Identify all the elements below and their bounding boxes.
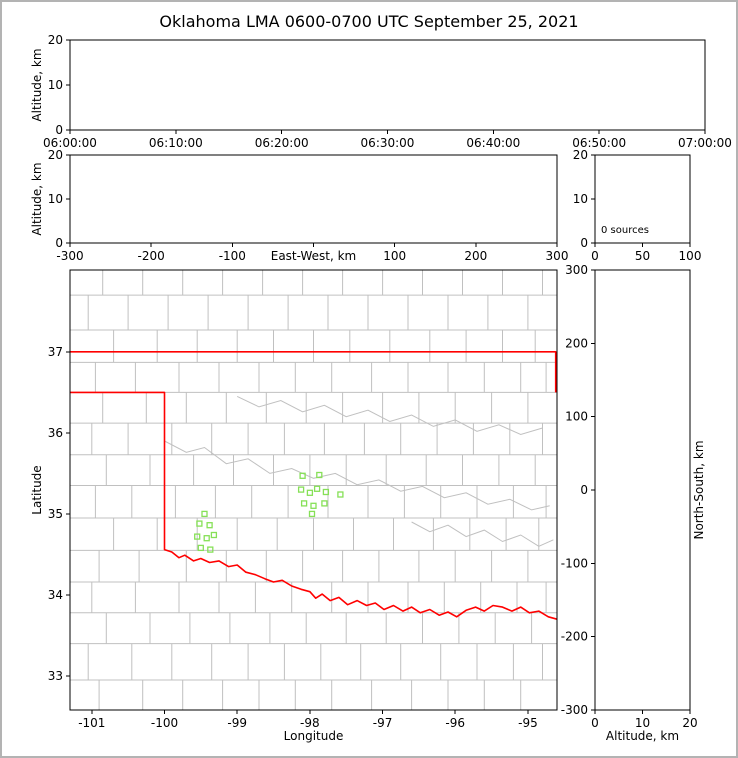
- station-marker: [322, 488, 330, 496]
- tick-label: 20: [682, 716, 697, 730]
- station-marker: [201, 510, 208, 518]
- station-marker: [206, 522, 213, 529]
- time-height-panel: 06:00:00 06:10:00 06:20:00 06:30:00 06:40:00…: [30, 33, 732, 150]
- tick-label: 0: [591, 716, 599, 730]
- tick-label: 0: [55, 236, 63, 250]
- station-marker: [300, 500, 308, 507]
- lma-station-markers: [194, 471, 344, 553]
- tick-label: 07:00:00: [678, 136, 732, 150]
- station-marker: [299, 472, 306, 479]
- tick-label: -300: [561, 703, 588, 717]
- state-border-line: [70, 391, 558, 620]
- tick-label: 20: [48, 33, 63, 47]
- station-marker: [313, 485, 321, 492]
- tick-label: -100: [219, 249, 246, 263]
- tick-label: -100: [561, 556, 588, 570]
- tick-label: 34: [48, 588, 63, 602]
- northsouth-height-panel: 0 10 20 300 200 100 0 -100 -200 -300 Altitude, km N…: [561, 263, 706, 743]
- station-marker: [197, 544, 204, 552]
- state-border-line: [70, 350, 557, 393]
- tick-label: 06:50:00: [572, 136, 626, 150]
- tick-label: 0: [580, 483, 588, 497]
- time-height-ylabel: Altitude, km: [30, 48, 44, 121]
- axes-frame: [69, 269, 558, 711]
- tick-label: 10: [48, 192, 63, 206]
- tick-label: 300: [546, 249, 569, 263]
- station-marker: [297, 486, 305, 493]
- map-panel: -101 -100 -99 -98 -97 -96 -95 33 34 35 36 37 Longitu…: [30, 269, 558, 743]
- map-ylabel: Latitude: [30, 465, 44, 514]
- tick-label: 300: [565, 263, 588, 277]
- state-border-lines: [70, 350, 558, 620]
- axes-frame: [69, 39, 706, 131]
- map-xlabel: Longitude: [284, 729, 344, 743]
- tick-label: 200: [464, 249, 487, 263]
- tick-label: -101: [78, 716, 105, 730]
- tick-label: 100: [383, 249, 406, 263]
- tick-label: 0: [591, 249, 599, 263]
- ns-ylabel: North-South, km: [692, 440, 706, 539]
- tick-label: 20: [573, 148, 588, 162]
- station-marker: [196, 520, 203, 527]
- tick-label: 10: [573, 192, 588, 206]
- station-marker: [207, 546, 214, 553]
- tick-label: -97: [373, 716, 393, 730]
- tick-label: 06:30:00: [361, 136, 415, 150]
- tick-label: 0: [55, 123, 63, 137]
- tick-label: 100: [565, 410, 588, 424]
- station-marker: [308, 510, 316, 518]
- tick-label: -300: [56, 249, 83, 263]
- tick-label: 06:00:00: [43, 136, 97, 150]
- river-boundaries: [164, 395, 554, 547]
- tick-label: 06:40:00: [466, 136, 520, 150]
- altitude-histogram-panel: 0 50 100 0 10 20 0 sources: [573, 148, 702, 263]
- sources-count-label: 0 sources: [601, 225, 649, 236]
- station-marker: [321, 500, 328, 507]
- tick-label: -200: [138, 249, 165, 263]
- tick-label: 100: [679, 249, 702, 263]
- tick-label: -96: [445, 716, 465, 730]
- station-marker: [316, 471, 323, 479]
- tick-label: 33: [48, 669, 63, 683]
- figure-title: Oklahoma LMA 0600-0700 UTC September 25,…: [159, 12, 579, 31]
- eastwest-ylabel: Altitude, km: [30, 162, 44, 235]
- axes-frame: [594, 269, 691, 711]
- tick-label: 50: [635, 249, 650, 263]
- ns-xlabel: Altitude, km: [606, 729, 679, 743]
- station-marker: [337, 491, 344, 498]
- tick-label: 36: [48, 426, 63, 440]
- tick-label: 0: [580, 236, 588, 250]
- tick-label: 10: [635, 716, 650, 730]
- tick-label: 35: [48, 507, 63, 521]
- station-marker: [203, 535, 210, 542]
- tick-label: 10: [48, 78, 63, 92]
- eastwest-height-panel: -300 -200 -100 100 200 300 0 10 20 East-West, km A…: [30, 148, 568, 263]
- station-marker: [210, 531, 218, 539]
- station-marker: [194, 533, 201, 540]
- tick-label: 200: [565, 336, 588, 350]
- tick-label: -100: [151, 716, 178, 730]
- station-marker: [310, 502, 317, 509]
- tick-label: 20: [48, 148, 63, 162]
- tick-label: 37: [48, 345, 63, 359]
- county-boundaries: [70, 270, 557, 710]
- tick-label: 06:20:00: [255, 136, 309, 150]
- tick-label: -98: [300, 716, 320, 730]
- tick-label: -99: [227, 716, 247, 730]
- axes-frame: [69, 154, 558, 244]
- tick-label: -95: [518, 716, 538, 730]
- eastwest-xlabel: East-West, km: [271, 249, 357, 263]
- tick-label: 06:10:00: [149, 136, 203, 150]
- station-marker: [306, 489, 314, 496]
- tick-label: -200: [561, 630, 588, 644]
